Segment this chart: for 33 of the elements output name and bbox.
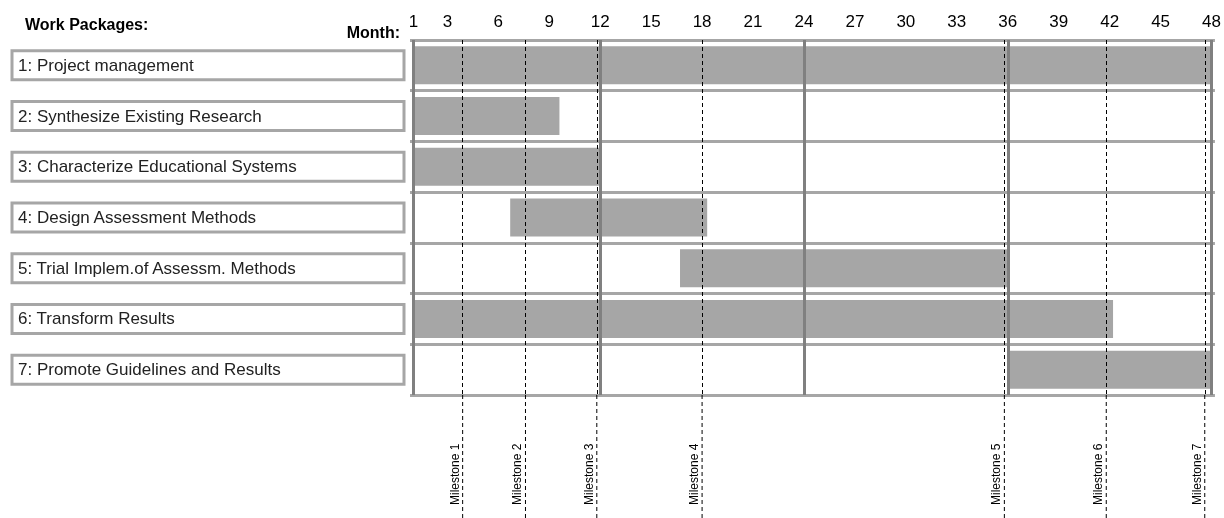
y-axis-title: Work Packages:	[25, 15, 149, 33]
y-tick-label: 1: Project management	[18, 55, 195, 75]
ref-line-label: Milestone 2	[510, 443, 525, 505]
x-tick-label: 15	[641, 12, 661, 31]
y-tick-label: 6: Transform Results	[18, 309, 175, 329]
x-tick-label: 39	[1049, 12, 1069, 31]
x-axis-title: Month:	[346, 23, 400, 41]
y-tick-label: 2: Synthesize Existing Research	[18, 106, 262, 126]
x-tick-label: 27	[845, 12, 865, 31]
x-tick-label: 6	[493, 12, 504, 31]
x-tick-label: 36	[998, 12, 1018, 31]
x-tick-label: 1	[408, 12, 419, 31]
x-tick-label: 3	[442, 12, 453, 31]
x-tick-label: 9	[544, 12, 554, 31]
x-tick-label: 24	[794, 12, 814, 31]
ref-line-label: Milestone 6	[1091, 443, 1106, 505]
ref-line-label: Milestone 5	[989, 443, 1004, 505]
ref-line-label: Milestone 3	[581, 443, 596, 505]
ref-line-label: Milestone 7	[1189, 443, 1204, 505]
ref-line-label: Milestone 4	[687, 443, 702, 505]
y-tick-label: 7: Promote Guidelines and Results	[18, 360, 281, 380]
y-tick-label: 3: Characterize Educational Systems	[18, 157, 297, 177]
x-tick-label: 48	[1202, 12, 1222, 31]
x-tick-label: 21	[743, 12, 763, 31]
x-tick-label: 18	[692, 12, 712, 31]
x-tick-label: 30	[896, 12, 916, 31]
x-tick-label: 12	[590, 12, 610, 31]
ref-line-label: Milestone 1	[447, 443, 462, 505]
y-tick-label: 5: Trial Implem.of Assessm. Methods	[18, 258, 296, 278]
x-tick-label: 42	[1100, 12, 1120, 31]
x-tick-label: 33	[947, 12, 967, 31]
x-tick-label: 45	[1151, 12, 1171, 31]
y-tick-label: 4: Design Assessment Methods	[18, 208, 257, 227]
